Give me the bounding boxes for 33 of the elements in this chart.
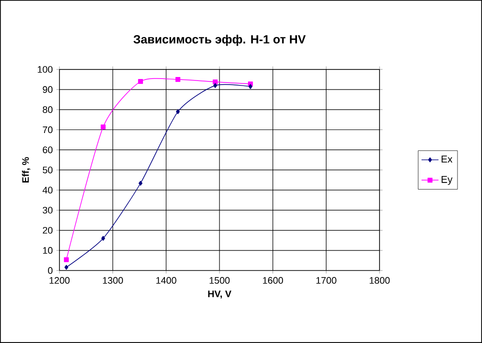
x-tick-label: 1600 bbox=[263, 277, 283, 284]
y-tick-label: 10 bbox=[43, 247, 53, 254]
y-tick-label: 20 bbox=[42, 226, 53, 234]
point bbox=[138, 79, 143, 84]
legend-label: Ey bbox=[442, 176, 452, 185]
point bbox=[64, 264, 68, 270]
x-tick-label: 1500 bbox=[210, 277, 230, 284]
chart-title: Зависимость эфф. Н-1 от HV bbox=[133, 34, 306, 46]
point bbox=[100, 124, 106, 130]
y-tick-label: 80 bbox=[42, 106, 53, 114]
point bbox=[175, 77, 180, 82]
y-axis-title: Eff, % bbox=[22, 157, 30, 183]
x-tick-label: 1300 bbox=[102, 277, 123, 284]
x-tick-label: 1700 bbox=[316, 277, 336, 284]
y-tick-label: 90 bbox=[42, 86, 53, 93]
point bbox=[101, 236, 106, 241]
legend-label: Ex bbox=[442, 156, 452, 163]
x-tick-label: 1200 bbox=[50, 277, 70, 284]
x-tick-label: 1400 bbox=[156, 277, 176, 284]
x-tick-label: 1800 bbox=[370, 277, 390, 284]
y-tick-label: 100 bbox=[38, 66, 53, 73]
point bbox=[138, 180, 142, 186]
point bbox=[248, 84, 252, 89]
y-tick-label: 0 bbox=[48, 267, 53, 274]
y-tick-label: 30 bbox=[42, 206, 53, 214]
y-tick-label: 60 bbox=[42, 146, 53, 154]
point bbox=[176, 109, 180, 114]
point bbox=[64, 257, 69, 262]
x-axis-title: HV, V bbox=[208, 290, 232, 299]
y-tick-label: 70 bbox=[42, 126, 53, 134]
y-tick-label: 40 bbox=[42, 186, 53, 194]
point bbox=[213, 83, 218, 88]
y-tick-label: 50 bbox=[42, 166, 53, 174]
